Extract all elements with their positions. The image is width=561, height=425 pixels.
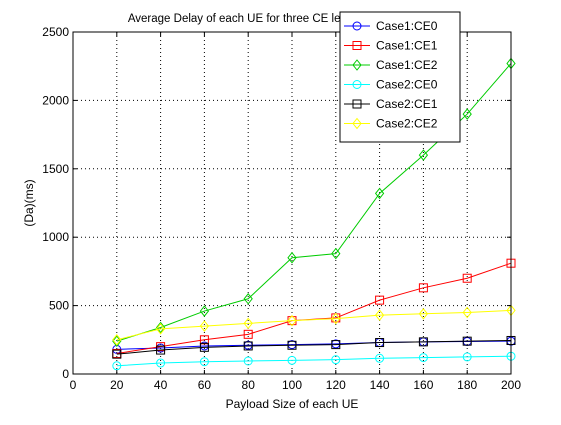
legend-label: Case1:CE2	[376, 58, 438, 72]
legend-label: Case1:CE1	[376, 39, 438, 53]
y-tick-label: 2500	[42, 25, 69, 39]
x-axis-label: Payload Size of each UE	[226, 397, 359, 411]
x-tick-label: 160	[413, 378, 433, 392]
legend: Case1:CE0 Case1:CE1 Case1:CE2 Case2:CE0 Case…	[340, 12, 460, 142]
x-tick-label: 40	[154, 378, 168, 392]
legend-label: Case2:CE1	[376, 97, 438, 111]
x-tick-label: 0	[70, 378, 77, 392]
y-tick-label: 1500	[42, 162, 69, 176]
x-tick-label: 120	[326, 378, 346, 392]
x-tick-label: 80	[242, 378, 256, 392]
y-axis-label: (Da)(ms)	[22, 179, 36, 226]
y-tick-label: 500	[49, 299, 69, 313]
legend-label: Case2:CE2	[376, 117, 438, 131]
legend-label: Case2:CE0	[376, 78, 438, 92]
x-tick-label: 200	[501, 378, 521, 392]
y-tick-label: 2000	[42, 93, 69, 107]
legend-label: Case1:CE0	[376, 19, 438, 33]
x-tick-label: 180	[457, 378, 477, 392]
y-tick-label: 0	[62, 367, 69, 381]
x-tick-label: 20	[110, 378, 124, 392]
x-tick-label: 60	[198, 378, 212, 392]
y-tick-label: 1000	[42, 230, 69, 244]
x-tick-label: 100	[282, 378, 302, 392]
x-tick-label: 140	[370, 378, 390, 392]
